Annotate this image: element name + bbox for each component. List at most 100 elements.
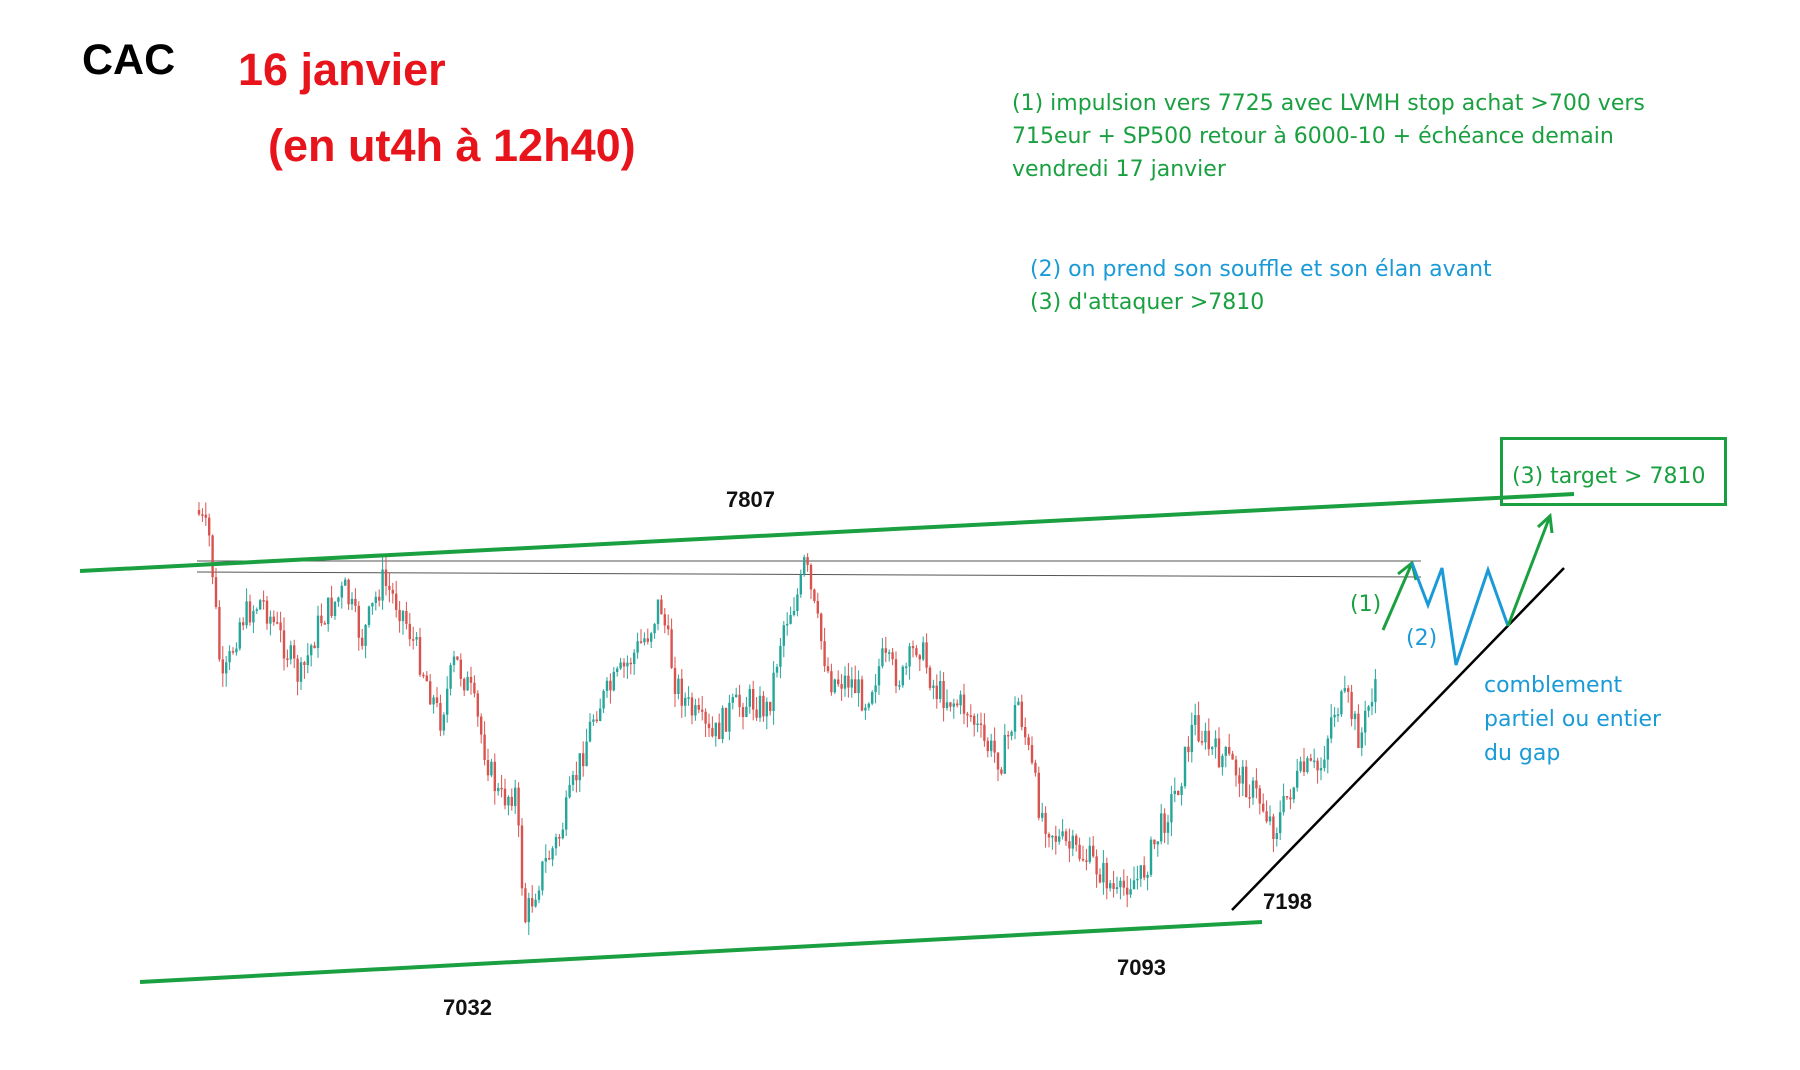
candle-body-299 <box>1214 738 1217 748</box>
candle-body-202 <box>884 648 887 653</box>
candle-body-204 <box>891 652 894 660</box>
candle-body-74 <box>449 665 452 689</box>
candle-body-185 <box>826 666 830 672</box>
candle-body-308 <box>1245 766 1248 798</box>
candle-body-2 <box>204 514 207 518</box>
candle-body-277 <box>1139 865 1142 879</box>
candle-body-225 <box>962 694 966 714</box>
candle-body-206 <box>898 685 901 687</box>
candle-body-339 <box>1350 691 1353 720</box>
candle-body-186 <box>830 671 833 693</box>
candle-body-332 <box>1326 738 1329 760</box>
candle-body-209 <box>908 646 911 667</box>
candle-body-48 <box>361 637 364 646</box>
candle-body-270 <box>1115 887 1119 889</box>
candle-body-239 <box>1010 731 1013 736</box>
candle-body-104 <box>551 848 554 860</box>
candle-body-27 <box>289 645 292 660</box>
candle-body-320 <box>1285 796 1289 798</box>
candle-body-138 <box>667 625 670 630</box>
candle-body-298 <box>1211 747 1214 750</box>
candle-body-158 <box>735 694 738 698</box>
candle-body-176 <box>796 594 799 611</box>
candle-body-128 <box>633 652 636 664</box>
candle-body-231 <box>983 724 986 741</box>
timeframe-subtitle: (en ut4h à 12h40) <box>268 120 636 171</box>
candle-body-35 <box>316 615 320 649</box>
candle-body-30 <box>299 662 303 682</box>
candle-body-51 <box>371 602 374 607</box>
candle-body-340 <box>1353 713 1357 720</box>
candle-body-108 <box>565 797 568 830</box>
candle-body-6 <box>218 607 221 660</box>
candle-body-336 <box>1340 691 1343 715</box>
analysis-note-2: (2) on prend son souffle et son élan ava… <box>1030 257 1492 282</box>
candle-body-96 <box>524 888 527 923</box>
candle-body-17 <box>255 609 258 611</box>
candle-body-39 <box>330 597 333 617</box>
candle-body-31 <box>303 662 306 666</box>
candle-body-259 <box>1078 844 1081 859</box>
candle-body-256 <box>1068 841 1071 849</box>
candle-body-156 <box>728 702 731 732</box>
candle-body-90 <box>503 788 507 806</box>
candle-body-180 <box>809 564 813 590</box>
candle-body-82 <box>476 693 479 717</box>
candle-body-295 <box>1200 741 1204 743</box>
candle-body-257 <box>1071 835 1074 849</box>
candle-body-12 <box>238 622 241 649</box>
candle-body-116 <box>592 719 595 722</box>
candle-body-73 <box>446 688 449 715</box>
candle-body-182 <box>816 600 819 614</box>
candle-body-267 <box>1105 862 1108 889</box>
candle-body-288 <box>1177 790 1180 795</box>
wave-2-zigzag <box>1410 562 1510 666</box>
wave-1-label: (1) <box>1350 592 1382 617</box>
candle-body-123 <box>616 668 619 672</box>
index-title: CAC <box>82 36 176 84</box>
gap-note: comblement partiel ou entier du gap <box>1484 669 1661 771</box>
candle-body-313 <box>1262 803 1265 812</box>
candle-body-52 <box>374 596 377 603</box>
candle-body-293 <box>1194 715 1197 725</box>
candle-body-318 <box>1279 812 1282 834</box>
candle-body-56 <box>388 585 391 590</box>
candle-body-61 <box>405 610 408 624</box>
candle-body-93 <box>514 787 517 806</box>
candle-body-228 <box>973 715 976 725</box>
candle-body-330 <box>1319 768 1323 771</box>
candle-body-87 <box>493 761 496 792</box>
candle-body-47 <box>357 605 360 638</box>
candle-body-342 <box>1360 732 1363 749</box>
candle-body-310 <box>1251 780 1255 798</box>
candle-body-343 <box>1364 710 1367 733</box>
candle-body-130 <box>639 641 643 643</box>
target-label: (3) target > 7810 <box>1512 464 1706 489</box>
candle-body-193 <box>854 679 857 694</box>
candle-body-173 <box>786 623 789 626</box>
candle-body-303 <box>1228 746 1231 754</box>
candle-body-213 <box>922 642 925 660</box>
channel-bottom-line <box>139 920 1263 984</box>
candle-body-177 <box>799 574 802 595</box>
candle-body-207 <box>901 666 904 686</box>
candle-body-175 <box>792 610 796 615</box>
candle-body-249 <box>1044 812 1047 834</box>
candle-body-4 <box>211 535 214 578</box>
candle-body-148 <box>701 709 704 712</box>
candle-body-241 <box>1017 701 1020 705</box>
wave-3-arrowhead <box>1536 512 1554 534</box>
wave-1-arrow <box>1381 562 1414 631</box>
candle-body-250 <box>1047 833 1051 838</box>
candle-body-217 <box>935 685 938 699</box>
candle-body-119 <box>602 690 605 709</box>
candle-body-15 <box>248 601 252 623</box>
candle-body-49 <box>364 624 367 646</box>
candle-body-300 <box>1217 738 1221 768</box>
candle-body-10 <box>231 651 235 653</box>
candle-body-44 <box>347 579 350 605</box>
candle-body-157 <box>731 697 734 703</box>
candle-body-272 <box>1122 880 1125 888</box>
candle-body-136 <box>660 599 663 615</box>
candle-body-306 <box>1238 775 1241 784</box>
